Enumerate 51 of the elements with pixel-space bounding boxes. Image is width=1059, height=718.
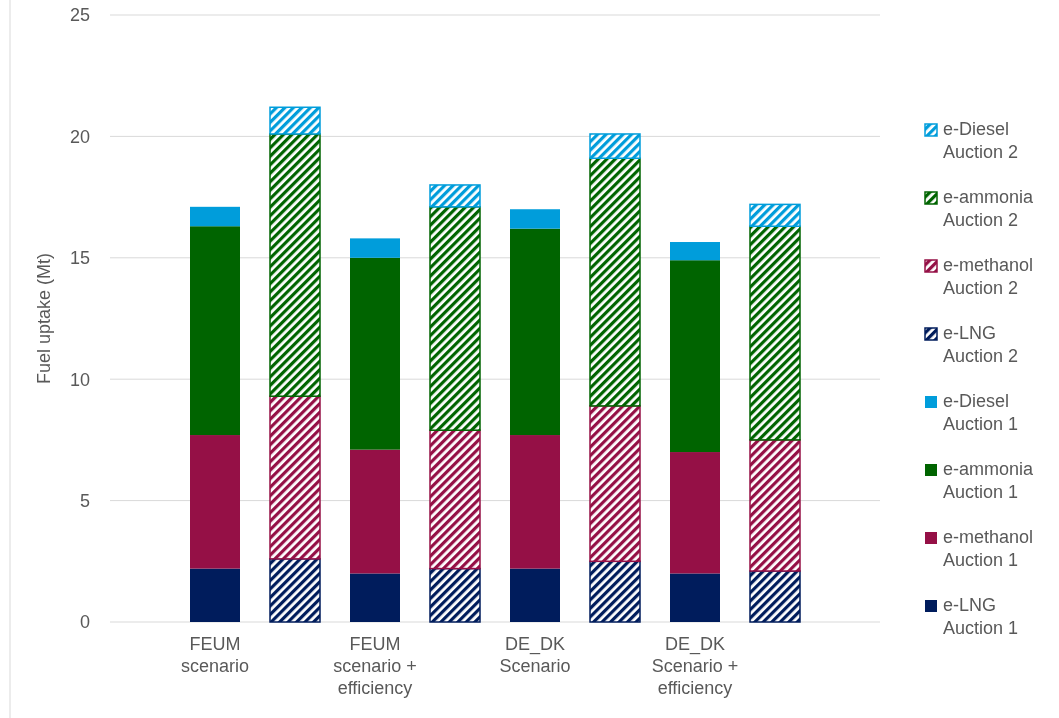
bar <box>429 429 481 570</box>
legend-label: e-LNG Auction 1 <box>943 595 1019 638</box>
x-tick-label: FEUM scenario + efficiency <box>333 634 417 698</box>
bar <box>350 573 400 622</box>
y-tick-label: 20 <box>69 126 90 147</box>
bar <box>190 435 240 569</box>
bar <box>269 395 321 560</box>
bar <box>350 449 400 574</box>
bar <box>589 405 641 563</box>
y-axis-title: Fuel uptake (Mt) <box>34 252 54 385</box>
bar <box>429 206 481 431</box>
bar <box>269 558 321 623</box>
legend-label: e-Diesel Auction 1 <box>943 391 1019 434</box>
legend-label: e-Diesel Auction 2 <box>943 119 1019 162</box>
y-tick-label: 0 <box>79 612 90 633</box>
x-tick-label: FEUM scenario <box>180 634 250 676</box>
bar <box>749 439 801 572</box>
legend-label: e-ammonia Auction 1 <box>943 459 1035 502</box>
bar <box>670 260 720 453</box>
bar <box>269 133 321 397</box>
x-tick-label: DE_DK Scenario + efficiency <box>651 634 739 698</box>
bar <box>429 567 481 623</box>
legend-label: e-ammonia Auction 2 <box>943 187 1035 230</box>
bar <box>670 242 720 261</box>
bar <box>670 573 720 622</box>
bar <box>510 228 560 436</box>
bar <box>589 157 641 407</box>
bar <box>190 226 240 436</box>
bar <box>350 257 400 450</box>
y-tick-label: 5 <box>79 490 90 511</box>
bar <box>429 184 481 208</box>
bar <box>190 206 240 227</box>
bar <box>670 452 720 574</box>
bar <box>589 133 641 159</box>
x-tick-label: DE_DK Scenario <box>499 634 571 676</box>
y-tick-label: 10 <box>69 369 90 390</box>
bar <box>269 106 321 135</box>
bar <box>510 568 560 622</box>
legend-label: e-LNG Auction 2 <box>943 323 1019 366</box>
bar <box>749 225 801 441</box>
bar <box>510 209 560 229</box>
y-tick-label: 25 <box>69 5 90 26</box>
legend-label: e-methanol Auction 2 <box>943 255 1034 298</box>
bar <box>749 203 801 227</box>
bar <box>350 238 400 258</box>
bar <box>589 560 641 623</box>
bar <box>190 568 240 622</box>
bar <box>510 435 560 569</box>
legend-label: e-methanol Auction 1 <box>943 527 1034 570</box>
bar <box>749 570 801 623</box>
y-tick-label: 15 <box>69 248 90 269</box>
